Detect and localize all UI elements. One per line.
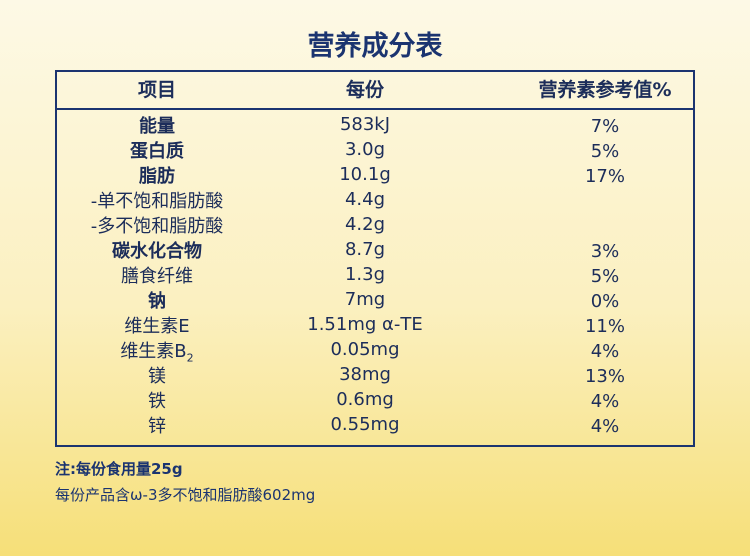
item: 膳食纤维 bbox=[121, 266, 193, 287]
item: 能量 bbox=[139, 116, 175, 137]
nrv: 3% bbox=[590, 241, 620, 262]
nrv: 7% bbox=[590, 116, 620, 137]
nrv: 5% bbox=[590, 141, 620, 162]
column-header: 项目 bbox=[137, 79, 176, 101]
item: 维生素E bbox=[124, 316, 190, 337]
nrv: 4% bbox=[590, 391, 620, 412]
per-serving: 1.3g bbox=[344, 264, 386, 285]
per-serving: 0.55mg bbox=[330, 414, 400, 435]
per-serving: 7mg bbox=[344, 289, 386, 310]
item: 碳水化合物 bbox=[112, 241, 202, 262]
header-divider bbox=[55, 108, 695, 110]
nrv: 17% bbox=[584, 166, 625, 187]
per-serving: 583kJ bbox=[339, 114, 391, 135]
nrv: 4% bbox=[590, 416, 620, 437]
nrv: 4% bbox=[590, 341, 620, 362]
column-header: 每份 bbox=[345, 79, 384, 101]
per-serving: 0.05mg bbox=[330, 339, 400, 360]
item: 维生素B2 bbox=[120, 341, 194, 365]
subscript: 2 bbox=[186, 351, 194, 365]
per-serving: 4.2g bbox=[344, 214, 386, 235]
item: 镁 bbox=[148, 366, 166, 387]
item: 锌 bbox=[148, 416, 166, 437]
item: 脂肪 bbox=[139, 166, 175, 187]
per-serving: 1.51mg α-TE bbox=[307, 314, 423, 335]
per-serving: 10.1g bbox=[339, 164, 391, 185]
title: 营养成分表 bbox=[307, 31, 443, 62]
table-border bbox=[55, 70, 695, 447]
item: -多不饱和脂肪酸 bbox=[90, 216, 224, 237]
column-header: 营养素参考值% bbox=[538, 79, 672, 101]
item: 蛋白质 bbox=[130, 141, 184, 162]
nrv: 11% bbox=[584, 316, 625, 337]
per-serving: 4.4g bbox=[344, 189, 386, 210]
nrv: 0% bbox=[590, 291, 620, 312]
item: 铁 bbox=[148, 391, 166, 412]
note: 每份产品含ω-3多不饱和脂肪酸602mg bbox=[55, 486, 316, 504]
per-serving: 38mg bbox=[339, 364, 391, 385]
note: 注:每份食用量25g bbox=[55, 460, 183, 478]
item: 钠 bbox=[148, 291, 166, 312]
per-serving: 3.0g bbox=[344, 139, 386, 160]
item: -单不饱和脂肪酸 bbox=[90, 191, 224, 212]
per-serving: 8.7g bbox=[344, 239, 386, 260]
nrv: 5% bbox=[590, 266, 620, 287]
per-serving: 0.6mg bbox=[336, 389, 394, 410]
nrv: 13% bbox=[584, 366, 625, 387]
